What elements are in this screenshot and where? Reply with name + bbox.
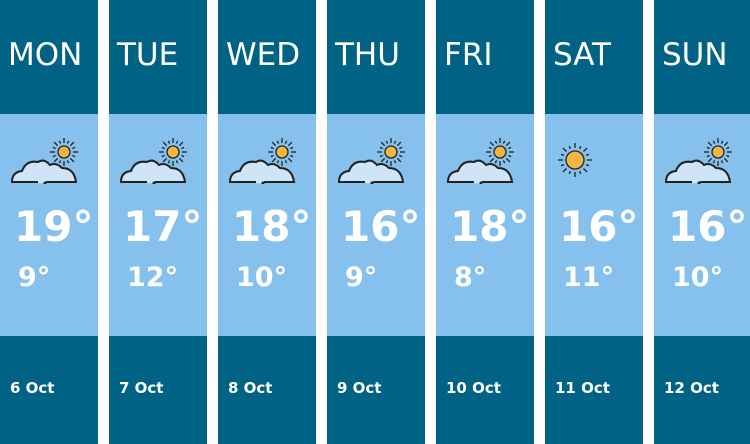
day-column-tue: TUE 17° 12° 7 Oct [109,0,207,444]
low-temp: 9° [18,262,51,293]
low-temp: 11° [563,262,615,293]
partly-cloudy-icon [446,138,514,184]
high-temp: 17° [123,202,203,251]
day-name: FRI [444,37,493,73]
day-body: 16° 11° [545,114,643,336]
day-body: 16° 9° [327,114,425,336]
day-body: 19° 9° [0,114,98,336]
low-temp: 12° [127,262,179,293]
low-temp: 8° [454,262,487,293]
high-temp: 16° [341,202,421,251]
low-temp: 9° [345,262,378,293]
high-temp: 16° [559,202,639,251]
day-name: SAT [553,37,611,73]
day-header: SAT [545,0,643,114]
high-temp: 18° [450,202,530,251]
day-footer: 10 Oct [436,336,534,444]
date-label: 12 Oct [664,379,719,397]
day-footer: 7 Oct [109,336,207,444]
partly-cloudy-icon [337,138,405,184]
low-temp: 10° [236,262,288,293]
high-temp: 19° [14,202,94,251]
day-body: 16° 10° [654,114,750,336]
day-header: SUN [654,0,750,114]
day-footer: 8 Oct [218,336,316,444]
day-body: 18° 10° [218,114,316,336]
partly-cloudy-icon [664,138,732,184]
day-header: WED [218,0,316,114]
day-footer: 12 Oct [654,336,750,444]
day-footer: 6 Oct [0,336,98,444]
high-temp: 18° [232,202,312,251]
day-header: THU [327,0,425,114]
date-label: 8 Oct [228,379,273,397]
day-name: SUN [662,37,728,73]
date-label: 10 Oct [446,379,501,397]
day-name: THU [335,37,400,73]
partly-cloudy-icon [10,138,78,184]
date-label: 9 Oct [337,379,382,397]
day-column-fri: FRI 18° 8° 10 Oct [436,0,534,444]
day-header: FRI [436,0,534,114]
day-footer: 11 Oct [545,336,643,444]
day-column-wed: WED 18° 10° 8 Oct [218,0,316,444]
day-column-thu: THU 16° 9° 9 Oct [327,0,425,444]
date-label: 11 Oct [555,379,610,397]
day-header: TUE [109,0,207,114]
day-body: 18° 8° [436,114,534,336]
high-temp: 16° [668,202,748,251]
day-name: MON [8,37,83,73]
day-footer: 9 Oct [327,336,425,444]
partly-cloudy-icon [228,138,296,184]
partly-cloudy-icon [119,138,187,184]
day-column-mon: MON 19° 9° 6 Oct [0,0,98,444]
day-column-sun: SUN 16° 10° 12 Oct [654,0,750,444]
day-name: WED [226,37,301,73]
day-name: TUE [117,37,179,73]
day-header: MON [0,0,98,114]
sun-icon [558,143,592,177]
low-temp: 10° [672,262,724,293]
day-body: 17° 12° [109,114,207,336]
date-label: 6 Oct [10,379,55,397]
date-label: 7 Oct [119,379,164,397]
day-column-sat: SAT 16° 11° 11 Oct [545,0,643,444]
